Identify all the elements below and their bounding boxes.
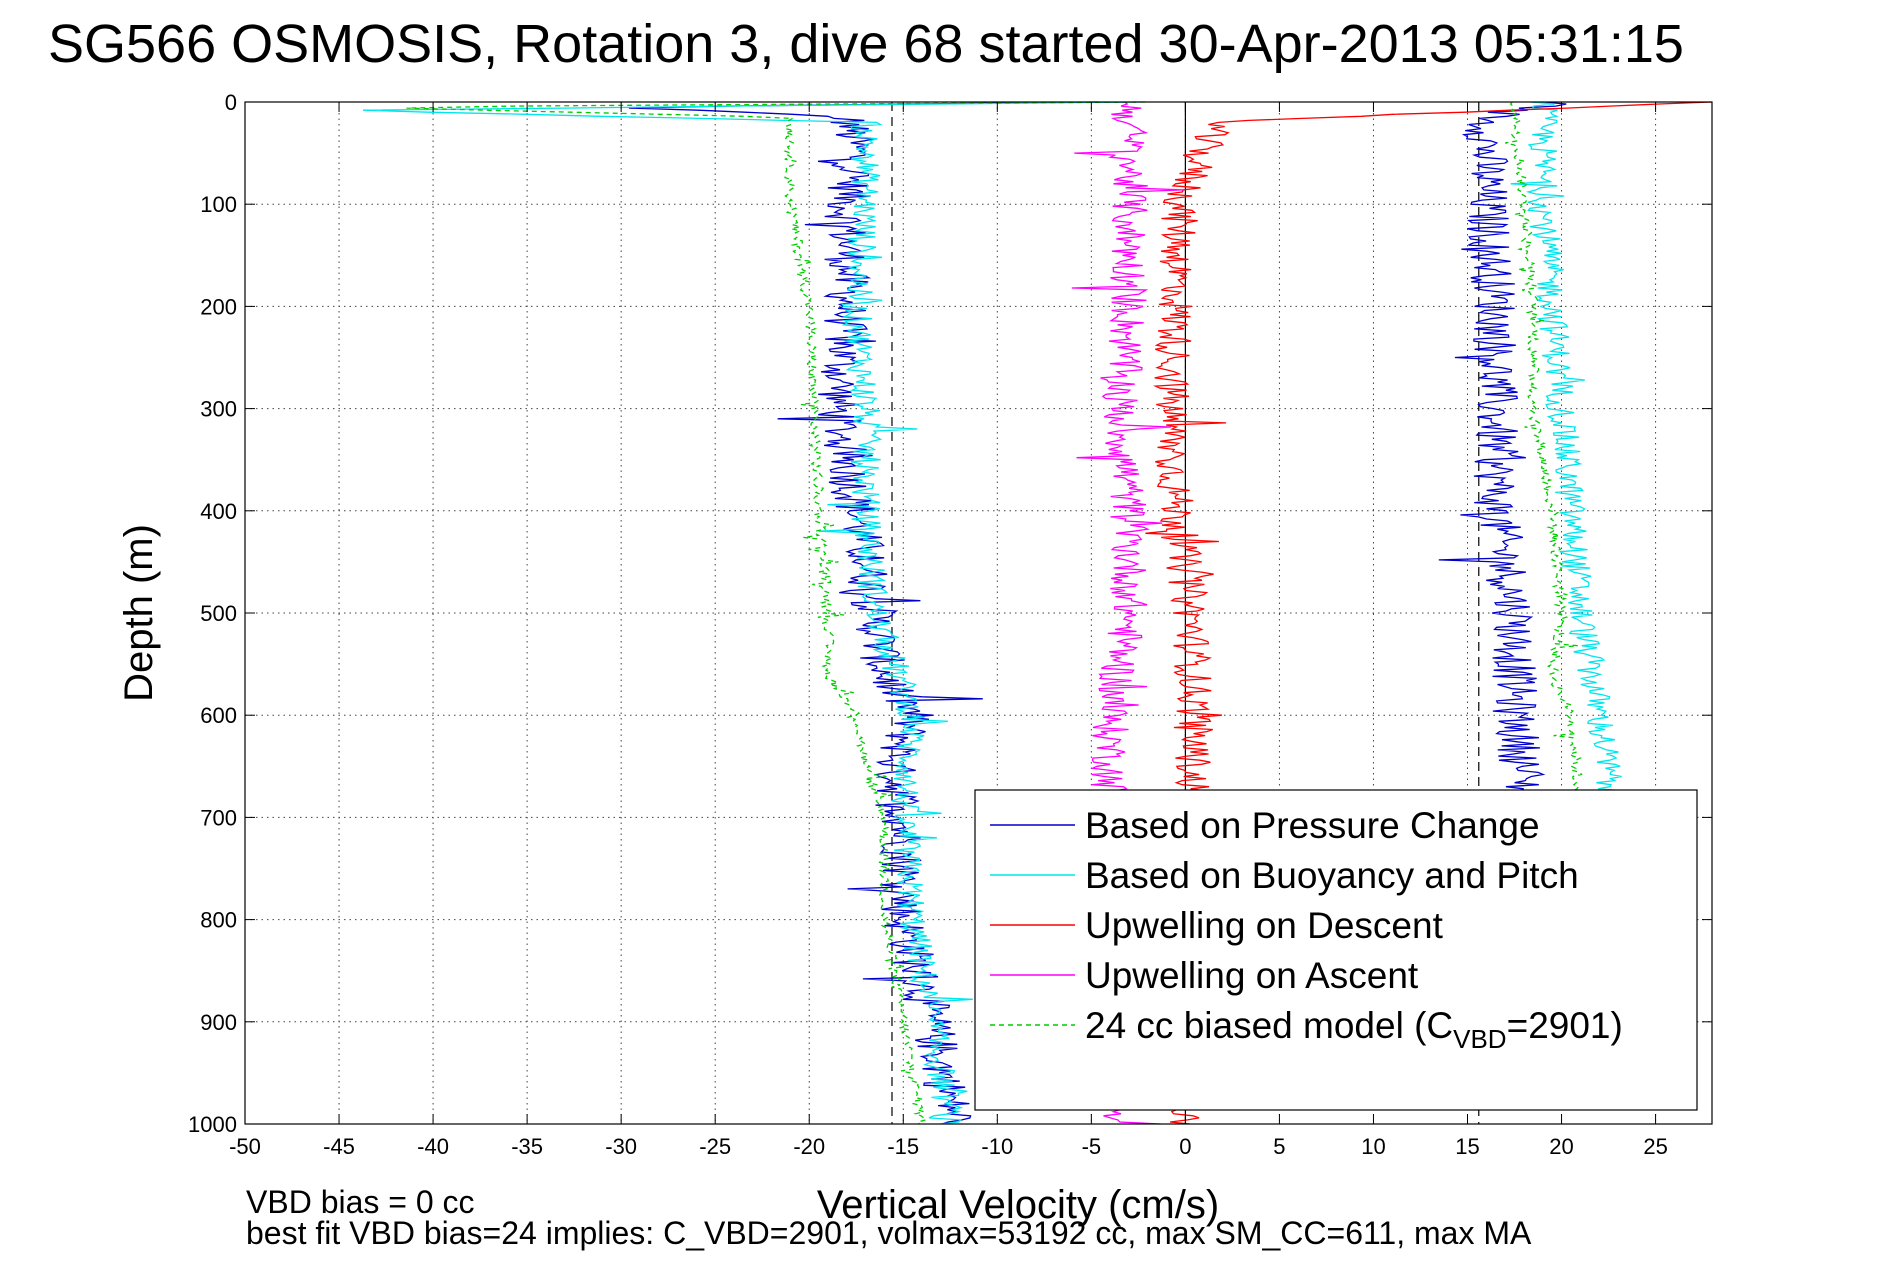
x-tick-label: 25 — [1643, 1134, 1667, 1159]
legend-entry-label: Based on Buoyancy and Pitch — [1085, 855, 1579, 896]
vbd-bias-note: VBD bias = 0 cc — [246, 1184, 475, 1220]
x-tick-label: 0 — [1179, 1134, 1191, 1159]
x-tick-label: 15 — [1455, 1134, 1479, 1159]
best-fit-note: best fit VBD bias=24 implies: C_VBD=2901… — [246, 1215, 1532, 1251]
x-tick-label: -25 — [699, 1134, 731, 1159]
y-tick-label: 700 — [200, 805, 237, 830]
x-axis-label: Vertical Velocity (cm/s) — [817, 1183, 1219, 1227]
data-series — [362, 101, 1712, 1125]
x-tick-label: -5 — [1082, 1134, 1102, 1159]
y-axis-label: Depth (m) — [117, 524, 161, 702]
x-tick-label: -45 — [323, 1134, 355, 1159]
x-tick-label: 20 — [1549, 1134, 1573, 1159]
y-tick-label: 200 — [200, 294, 237, 319]
legend-entry-label: Based on Pressure Change — [1085, 805, 1540, 846]
x-tick-label: -15 — [887, 1134, 919, 1159]
x-tick-label: -50 — [229, 1134, 261, 1159]
x-tick-label: 10 — [1361, 1134, 1385, 1159]
y-tick-label: 600 — [200, 703, 237, 728]
legend-box — [974, 789, 1698, 1111]
series-0-climb-line — [1438, 101, 1567, 819]
y-tick-label: 100 — [200, 192, 237, 217]
series-1-dive-line — [362, 101, 1141, 1125]
y-tick-label: 900 — [200, 1010, 237, 1035]
y-tick-label: 300 — [200, 397, 237, 422]
series-0-dive-line — [628, 101, 1099, 1125]
x-tick-label: -35 — [511, 1134, 543, 1159]
y-axis-ticks: 0 100 200 300 400 500 600 700 800 900 1000 — [188, 90, 1712, 1137]
y-tick-label: 500 — [200, 601, 237, 626]
x-tick-label: -10 — [981, 1134, 1013, 1159]
y-tick-label: 800 — [200, 908, 237, 933]
y-tick-label: 0 — [225, 90, 237, 115]
legend-entry-label: Upwelling on Descent — [1085, 905, 1444, 946]
series-4-dive-line — [406, 101, 1146, 1125]
x-tick-label: -20 — [793, 1134, 825, 1159]
x-tick-label: -40 — [417, 1134, 449, 1159]
x-tick-label: -30 — [605, 1134, 637, 1159]
legend: Based on Pressure Change Based on Buoyanc… — [974, 789, 1698, 1111]
y-tick-label: 400 — [200, 499, 237, 524]
legend-entry-label: 24 cc biased model (CVBD=2901) — [1085, 1005, 1623, 1054]
chart-title: SG566 OSMOSIS, Rotation 3, dive 68 start… — [48, 14, 1684, 74]
x-tick-label: 5 — [1273, 1134, 1285, 1159]
series-1-climb-line — [1510, 101, 1624, 819]
x-axis-ticks: -50 -45 -40 -35 -30 -25 -20 -15 -10 -5 0 5 10 15 20 25 — [229, 102, 1668, 1159]
legend-entry-label: Upwelling on Ascent — [1085, 955, 1419, 996]
y-tick-label: 1000 — [188, 1112, 237, 1137]
